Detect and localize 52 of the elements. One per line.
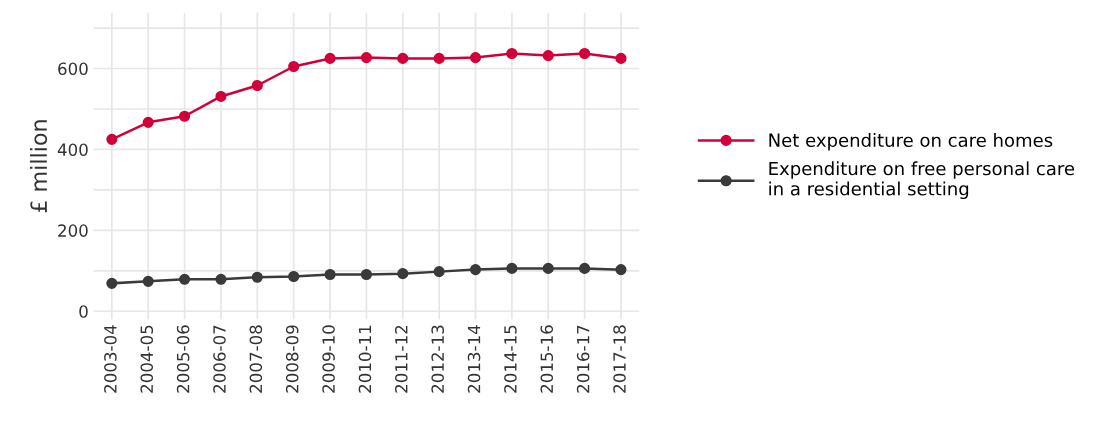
point — [360, 268, 372, 281]
x-tick-label: 2014-15 — [504, 325, 517, 393]
point — [469, 264, 482, 276]
point — [324, 268, 336, 281]
point — [397, 268, 409, 280]
point — [179, 273, 191, 285]
point — [579, 262, 591, 274]
y-axis-title: £ million — [29, 120, 48, 213]
point — [433, 52, 445, 64]
point — [251, 271, 263, 283]
point — [615, 52, 627, 64]
x-tick-label: 2013-14 — [467, 325, 481, 393]
point — [579, 47, 591, 60]
x-tick-label: 2009-10 — [322, 325, 335, 393]
point — [542, 262, 554, 274]
point — [324, 52, 336, 64]
y-tick-label: 0 — [79, 305, 88, 318]
x-tick-label: 2008-09 — [285, 325, 299, 393]
x-tick-label: 2007-08 — [249, 325, 263, 393]
x-tick-label: 2005-06 — [176, 325, 190, 393]
point — [615, 264, 627, 276]
y-tick-label: 600 — [58, 62, 88, 76]
legend-label: Net expenditure on care homes — [769, 133, 1053, 151]
legend-label: Expenditure on free personal care in a residential setting — [769, 161, 1075, 200]
point — [106, 277, 118, 289]
point — [360, 52, 372, 64]
x-tick-label: 2012-13 — [431, 325, 444, 393]
point — [215, 273, 227, 285]
point — [469, 52, 482, 64]
point — [506, 47, 518, 60]
point — [288, 270, 300, 283]
x-tick-label: 2003-04 — [104, 325, 117, 393]
point — [179, 110, 191, 122]
x-tick-label: 2016-17 — [576, 325, 590, 393]
point — [142, 116, 154, 128]
x-tick-label: 2011-12 — [395, 325, 408, 393]
x-tick-label: 2017-18 — [613, 325, 626, 393]
point — [433, 266, 445, 278]
point — [142, 275, 154, 287]
point — [506, 262, 518, 274]
x-tick-label: 2004-05 — [140, 325, 154, 393]
point — [251, 79, 263, 92]
point — [215, 90, 227, 102]
x-tick-label: 2010-11 — [358, 325, 372, 393]
point — [542, 50, 554, 62]
y-tick-label: 200 — [58, 224, 88, 237]
point — [397, 52, 409, 64]
y-tick-label: 400 — [57, 143, 88, 157]
x-tick-label: 2006-07 — [213, 325, 226, 393]
point — [288, 60, 300, 73]
x-tick-label: 2015-16 — [540, 325, 554, 393]
point — [106, 133, 118, 145]
